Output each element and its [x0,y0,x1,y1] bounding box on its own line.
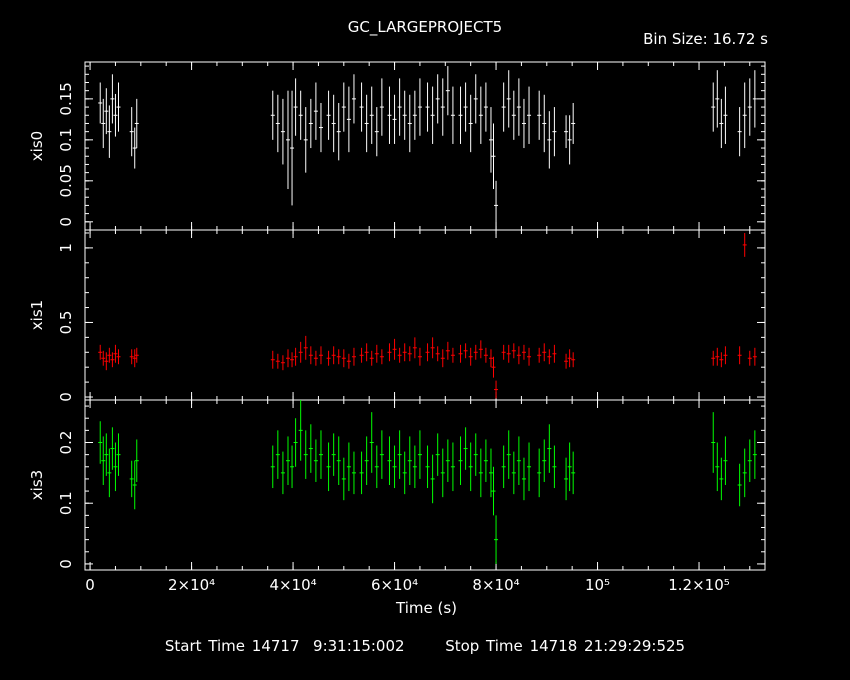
x-tick-label-0: 0 [85,576,95,594]
x-axis-label: Time (s) [396,599,457,617]
chart-title: GC_LARGEPROJECT5 [347,18,503,36]
y-tick-label-xis1-2: 1 [57,243,75,253]
start-time-label: Start Time [164,637,245,655]
y-axis-label-xis1: xis1 [28,300,46,330]
start-time-value: 14717 9:31:15:002 [251,637,405,655]
y-tick-label-xis3-1: 0.1 [57,491,75,515]
y-tick-label-xis0-0: 0 [57,217,75,227]
x-tick-label-4: 8×10⁴ [472,576,519,594]
x-tick-label-1: 2×10⁴ [168,576,215,594]
y-axis-label-xis3: xis3 [28,470,46,500]
x-tick-label-3: 6×10⁴ [371,576,418,594]
y-tick-label-xis3-0: 0 [57,559,75,569]
x-tick-label-5: 10⁵ [585,576,610,594]
stop-time-value: 14718 21:29:29:525 [529,637,686,655]
y-tick-label-xis1-1: 0.5 [57,311,75,335]
x-tick-label-6: 1.2×10⁵ [668,576,730,594]
panel-frame-xis1 [84,229,766,401]
y-tick-label-xis0-3: 0.15 [57,82,75,115]
y-tick-label-xis3-2: 0.2 [57,431,75,455]
y-tick-label-xis0-2: 0.1 [57,128,75,152]
stop-time-label: Stop Time [445,637,523,655]
panel-frame-xis3 [84,399,766,571]
bin-size-label: Bin Size: 16.72 s [643,30,768,48]
time-range-footer: Start Time 14717 9:31:15:002 Stop Time 1… [0,637,850,655]
y-tick-label-xis0-1: 0.05 [57,164,75,197]
panel-frame-xis0 [84,61,766,231]
x-tick-label-2: 4×10⁴ [269,576,316,594]
y-axis-label-xis0: xis0 [28,131,46,161]
y-tick-label-xis1-0: 0 [57,392,75,402]
